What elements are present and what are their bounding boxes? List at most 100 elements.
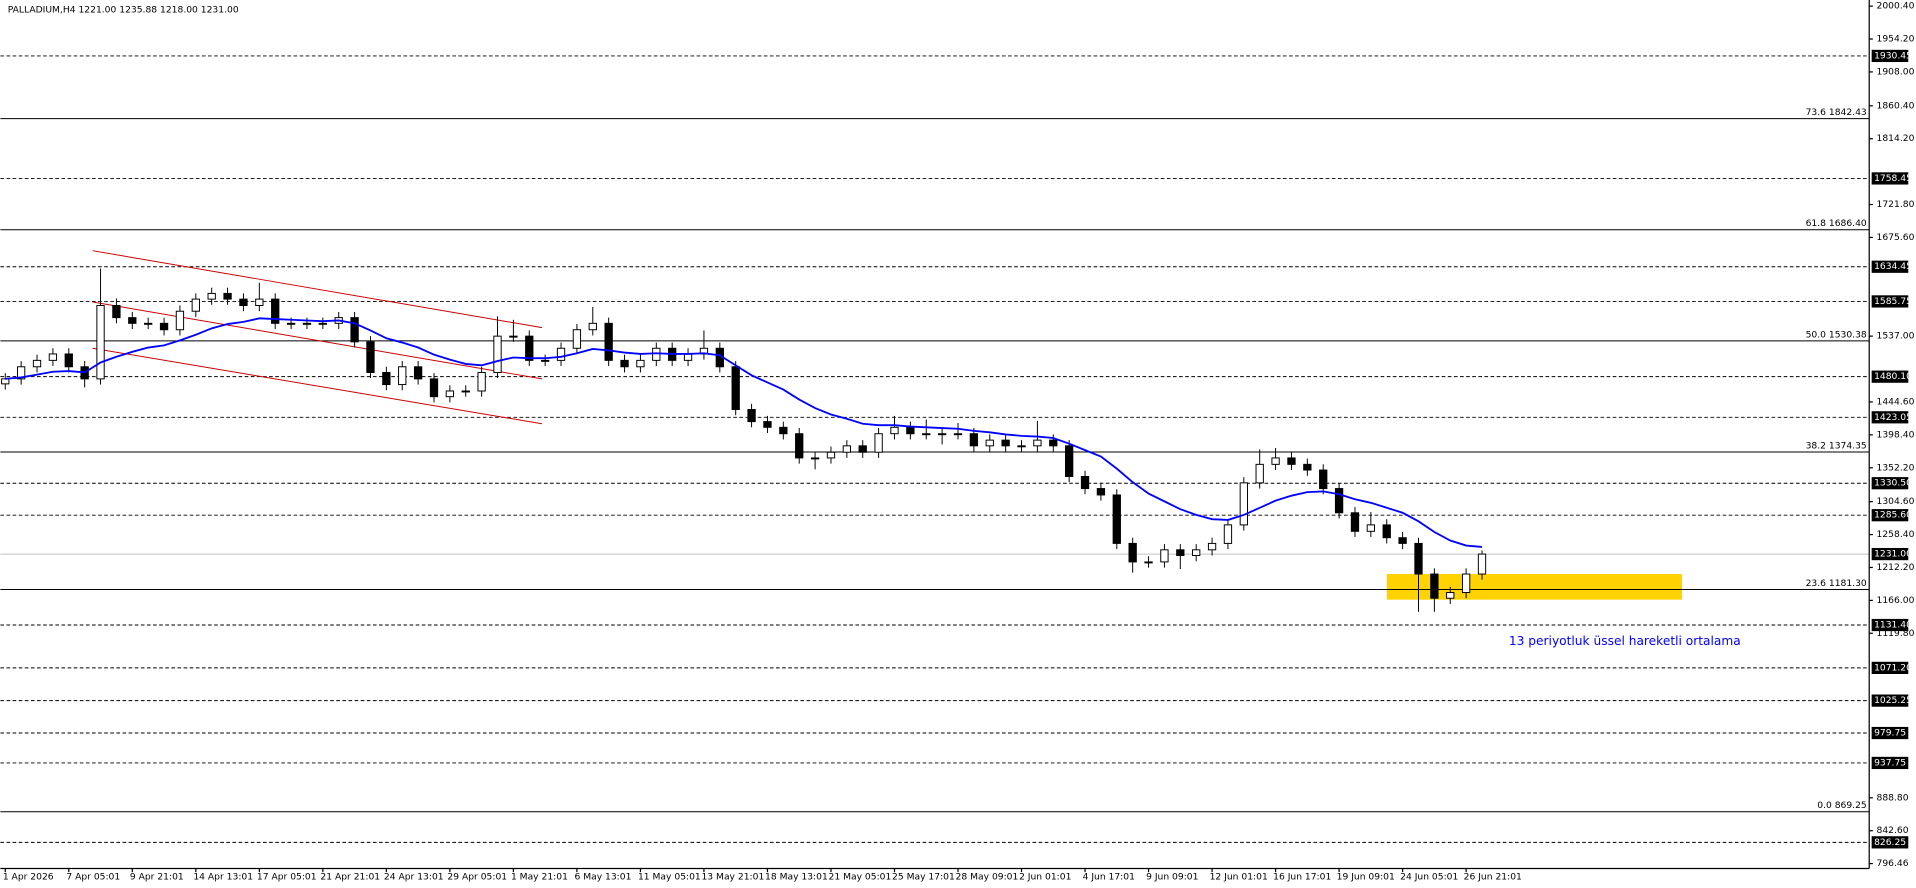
candle-body [922, 433, 931, 436]
candle-body [1144, 561, 1153, 564]
x-tick-label: 26 Jun 21:01 [1464, 872, 1522, 883]
y-tick-label: 1675.60 [1877, 232, 1915, 243]
candle-body [223, 292, 232, 300]
y-tick-label: 1954.20 [1877, 34, 1915, 45]
x-tick-label: 11 May 05:01 [638, 872, 701, 883]
candle-body [1319, 469, 1328, 490]
fibo-label: 38.2 1374.35 [1806, 440, 1867, 451]
candle-body [779, 426, 788, 435]
candle-body [48, 353, 58, 361]
y-tick-label: 2000.40 [1877, 1, 1915, 12]
candle-body [32, 359, 42, 368]
level-box [1871, 726, 1909, 740]
last-price-label: 1231.00 [1874, 549, 1912, 560]
candle-body [620, 359, 629, 368]
x-tick-label: 24 Jun 05:01 [1400, 872, 1458, 883]
candle-body [1287, 457, 1296, 465]
candle-body [795, 433, 804, 459]
y-tick-label: 1212.20 [1877, 562, 1915, 573]
ema-annotation: 13 periyotluk üssel hareketli ortalama [1509, 634, 1741, 648]
candle-body [1112, 494, 1121, 544]
candle-body [763, 421, 772, 428]
candle-body [493, 335, 502, 373]
candle-body [509, 335, 518, 338]
candle-body [1207, 542, 1217, 551]
candle-body [366, 341, 375, 373]
candle-body [112, 305, 121, 319]
candle-body [525, 335, 534, 361]
candle-body [191, 298, 200, 312]
level-label: 1285.60 [1874, 510, 1912, 521]
level-box [1871, 370, 1909, 383]
x-tick-label: 4 Jun 17:01 [1083, 872, 1135, 883]
candle-body [1398, 537, 1407, 544]
x-tick-label: 25 May 17:01 [892, 872, 955, 883]
candle-body [604, 322, 613, 361]
candle-body [207, 292, 216, 300]
candle-body [1049, 439, 1058, 447]
candle-body [1414, 542, 1423, 575]
candle-body [382, 371, 391, 386]
x-tick-label: 21 Apr 21:01 [320, 872, 380, 883]
x-tick-label: 16 Jun 17:01 [1273, 872, 1331, 883]
candle-body [318, 322, 327, 325]
level-box [1871, 694, 1909, 707]
x-tick-label: 7 Apr 05:01 [66, 872, 120, 883]
y-tick-label: 1398.40 [1877, 429, 1915, 440]
candle-body [64, 353, 73, 368]
y-tick-label: 1860.40 [1877, 100, 1915, 111]
x-tick-label: 28 May 09:01 [956, 872, 1019, 883]
y-tick-label: 796.46 [1877, 858, 1909, 869]
fibo-label: 73.6 1842.43 [1806, 107, 1867, 118]
level-label: 1634.45 [1874, 261, 1912, 272]
candle-body [271, 298, 280, 324]
candle-body [302, 322, 312, 325]
candle-body [255, 298, 264, 307]
level-box [1871, 411, 1909, 424]
level-box [1871, 509, 1909, 522]
channel-line [92, 347, 543, 425]
x-tick-label: 12 Jun 01:01 [1210, 872, 1268, 883]
candle-body [96, 305, 105, 380]
candle-body [906, 426, 915, 435]
candle-body [445, 390, 455, 398]
level-label: 937.75 [1874, 757, 1906, 768]
y-tick-label: 1352.20 [1877, 462, 1915, 473]
candle-body [1239, 482, 1248, 526]
level-box [1871, 477, 1909, 490]
candle-body [636, 359, 645, 368]
candle-body [1382, 524, 1391, 539]
candle-body [175, 310, 185, 331]
y-tick-label: 1166.00 [1877, 595, 1915, 606]
candle-body [556, 347, 566, 361]
level-box [1871, 295, 1909, 308]
candle-body [1430, 573, 1439, 599]
candle-body [874, 433, 883, 453]
y-tick-label: 1814.20 [1877, 133, 1915, 144]
x-tick-label: 9 Apr 21:01 [130, 872, 184, 883]
candle-body [731, 366, 740, 410]
x-tick-label: 9 Jun 09:01 [1146, 872, 1198, 883]
level-label: 1071.20 [1874, 662, 1912, 673]
level-label: 1930.45 [1874, 50, 1912, 61]
x-tick-label: 2 Jun 01:01 [1019, 872, 1071, 883]
candle-body [350, 317, 359, 343]
y-tick-label: 1537.00 [1877, 331, 1915, 342]
candle-body [985, 439, 994, 447]
candle-body [1, 378, 10, 385]
y-tick-label: 1304.60 [1877, 496, 1915, 507]
level-box [1871, 172, 1909, 185]
candle-body [1461, 573, 1471, 594]
candle-body [398, 366, 407, 386]
candle-body [429, 378, 439, 398]
candle-body [286, 322, 296, 325]
candle-body [858, 445, 867, 453]
x-tick-label: 6 May 13:01 [574, 872, 631, 883]
candle-body [1303, 463, 1312, 471]
candle-body [1350, 512, 1360, 532]
candle-body [1001, 439, 1010, 447]
candle-body [144, 322, 153, 325]
level-label: 979.75 [1874, 728, 1906, 739]
candle-body [1096, 488, 1106, 496]
